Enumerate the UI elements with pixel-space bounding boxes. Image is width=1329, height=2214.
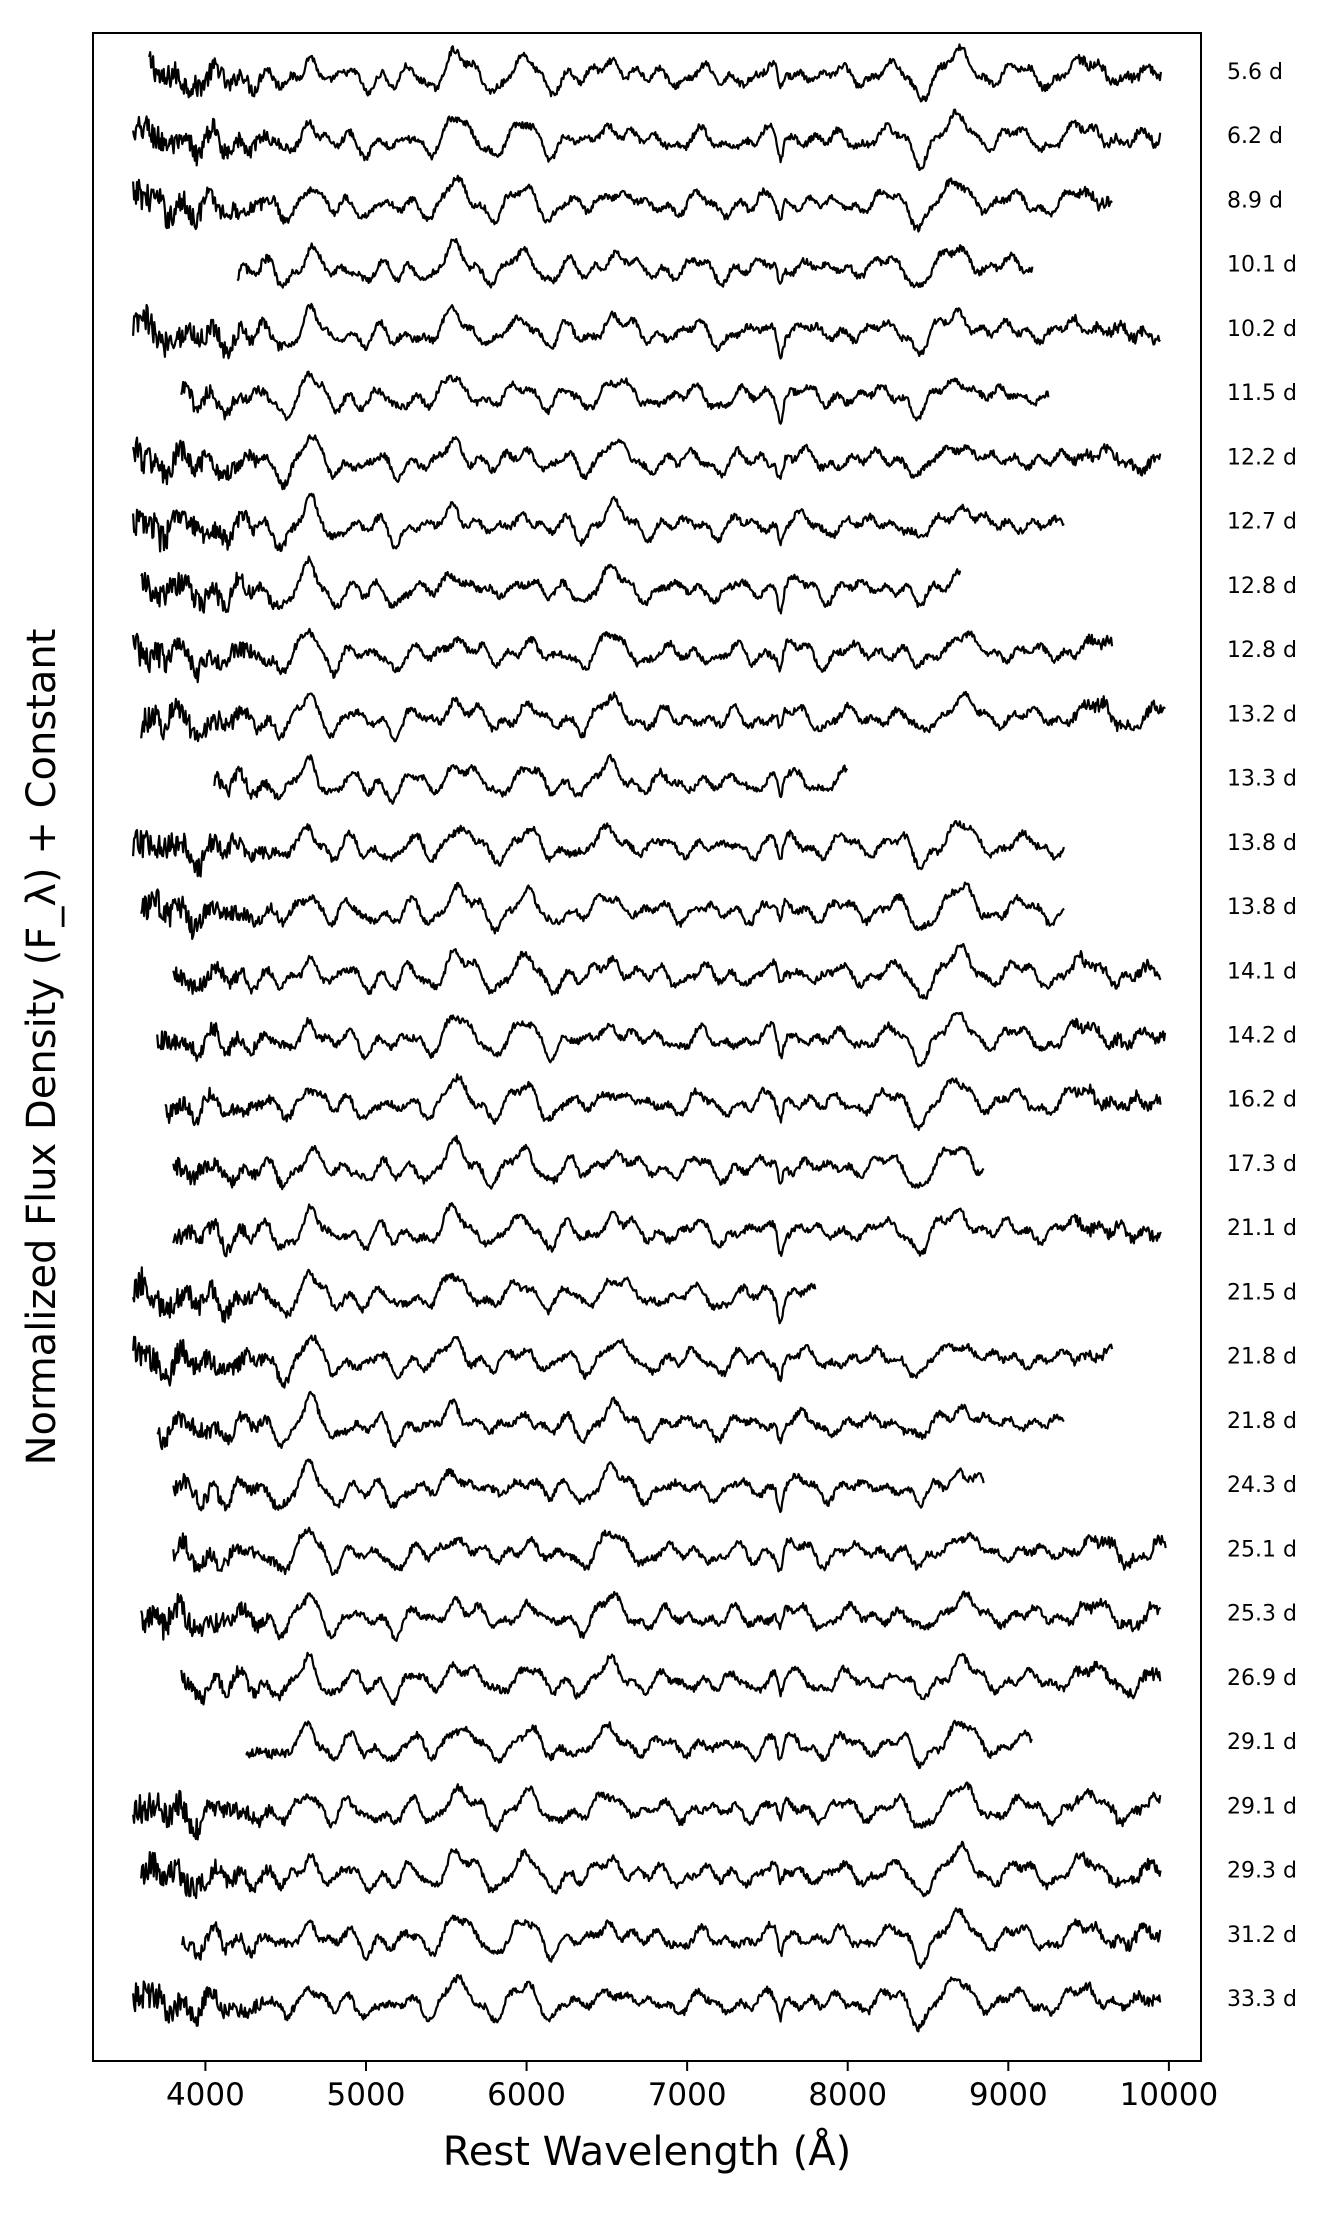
spectrum-line xyxy=(132,492,1065,553)
epoch-label: 29.1 d xyxy=(1227,1794,1297,1819)
epoch-label: 26.9 d xyxy=(1227,1666,1297,1691)
epoch-label: 10.1 d xyxy=(1227,253,1297,278)
epoch-label: 21.5 d xyxy=(1227,1280,1297,1305)
epoch-label: 10.2 d xyxy=(1227,317,1297,342)
spectrum-line xyxy=(180,1907,1162,1970)
spectrum-line xyxy=(172,1202,1162,1258)
epoch-label: 12.2 d xyxy=(1227,445,1297,470)
epoch-label: 5.6 d xyxy=(1227,60,1283,85)
x-axis-ticks: 4000 5000 6000 7000 8000 9000 10000 xyxy=(166,2061,1218,2113)
x-tick-label: 7000 xyxy=(648,2077,727,2113)
spectra-group xyxy=(132,43,1167,2033)
spectrum-line xyxy=(156,1390,1065,1451)
epoch-label: 29.3 d xyxy=(1227,1859,1297,1884)
x-tick-label: 9000 xyxy=(969,2077,1048,2113)
plot-frame xyxy=(92,32,1202,2062)
epoch-label: 31.2 d xyxy=(1227,1923,1297,1948)
epoch-label: 12.8 d xyxy=(1227,574,1297,599)
epoch-label: 13.2 d xyxy=(1227,702,1297,727)
epoch-label: 14.2 d xyxy=(1227,1024,1297,1049)
spectrum-line xyxy=(148,43,1162,103)
spectrum-line xyxy=(140,690,1166,743)
spectrum-line xyxy=(172,1134,985,1191)
x-tick-label: 6000 xyxy=(487,2077,566,2113)
spectrum-line xyxy=(180,370,1050,425)
epoch-label: 8.9 d xyxy=(1227,188,1283,213)
spectrum-line xyxy=(213,753,849,805)
epoch-label: 21.1 d xyxy=(1227,1216,1297,1241)
spectrum-line xyxy=(132,627,1114,684)
spectrum-line xyxy=(132,1973,1162,2033)
spectrum-line xyxy=(132,1781,1162,1841)
epoch-label: 25.1 d xyxy=(1227,1537,1297,1562)
spectrum-line xyxy=(164,1073,1162,1131)
epoch-label: 14.1 d xyxy=(1227,959,1297,984)
spectrum-line xyxy=(140,881,1065,940)
spectrum-line xyxy=(172,1458,985,1514)
epoch-label: 24.3 d xyxy=(1227,1473,1297,1498)
epoch-label: 12.8 d xyxy=(1227,638,1297,663)
spectrum-line xyxy=(132,1334,1114,1389)
epoch-label: 12.7 d xyxy=(1227,510,1297,535)
epoch-label: 21.8 d xyxy=(1227,1345,1297,1370)
epoch-label: 29.1 d xyxy=(1227,1730,1297,1755)
x-tick-label: 4000 xyxy=(166,2077,245,2113)
y-axis-label: Normalized Flux Density (F_λ) + Constant xyxy=(19,629,65,1466)
spectrum-line xyxy=(140,1590,1162,1642)
epoch-label: 16.2 d xyxy=(1227,1088,1297,1113)
x-axis-label: Rest Wavelength (Å) xyxy=(443,2127,851,2175)
spectrum-line xyxy=(156,1011,1167,1068)
epoch-label: 6.2 d xyxy=(1227,124,1283,149)
epoch-label: 13.8 d xyxy=(1227,895,1297,920)
spectrum-line xyxy=(132,108,1162,172)
spectrum-line xyxy=(132,1266,817,1325)
epoch-labels: 5.6 d 6.2 d 8.9 d 10.1 d 10.2 d 11.5 d 12.2 d 1… xyxy=(1227,60,1297,2012)
spectrum-line xyxy=(132,434,1162,491)
epoch-label: 13.3 d xyxy=(1227,767,1297,792)
spectrum-line xyxy=(172,1526,1167,1576)
epoch-label: 17.3 d xyxy=(1227,1152,1297,1177)
x-tick-label: 5000 xyxy=(327,2077,406,2113)
spectrum-line xyxy=(245,1719,1033,1770)
epoch-label: 21.8 d xyxy=(1227,1409,1297,1434)
spectrum-line xyxy=(236,238,1034,289)
spectrum-line xyxy=(172,942,1162,1000)
epoch-label: 25.3 d xyxy=(1227,1602,1297,1627)
spectrum-line xyxy=(180,1651,1162,1706)
x-tick-label: 8000 xyxy=(808,2077,887,2113)
epoch-label: 11.5 d xyxy=(1227,381,1297,406)
epoch-label: 13.8 d xyxy=(1227,831,1297,856)
spectrum-line xyxy=(140,1840,1162,1900)
spectrum-line xyxy=(132,820,1065,878)
x-tick-label: 10000 xyxy=(1120,2077,1219,2113)
spectrum-line xyxy=(132,302,1161,360)
spectrum-line xyxy=(132,174,1113,233)
spectrum-line xyxy=(140,555,962,615)
epoch-label: 33.3 d xyxy=(1227,1987,1297,2012)
